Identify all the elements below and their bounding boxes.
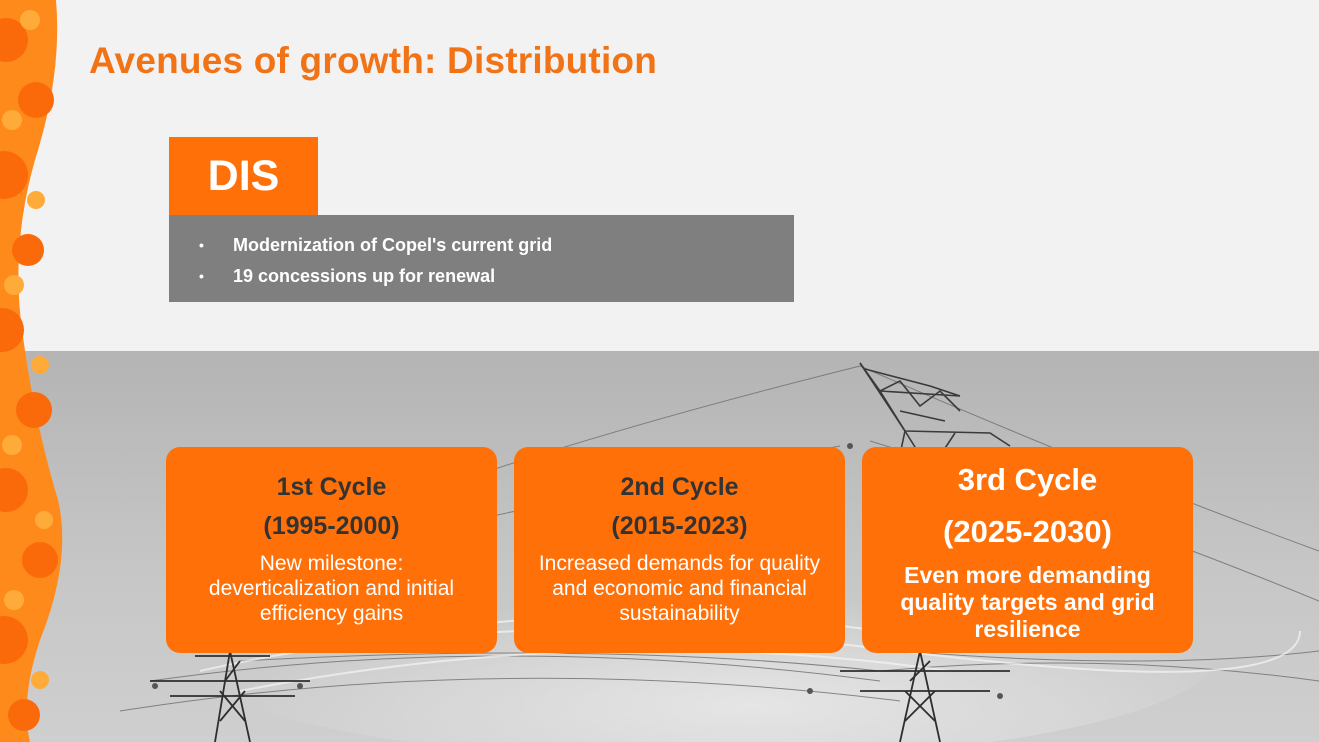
cycle-name: 1st Cycle — [276, 473, 387, 501]
slide-title: Avenues of growth: Distribution — [89, 40, 658, 81]
segment-tab-label: DIS — [207, 151, 280, 200]
cycle-card-2: 2nd Cycle (2015-2023) Increased demands … — [514, 447, 845, 653]
cycle-description: Increased demands for quality and econom… — [538, 552, 821, 625]
segment-tab: DIS — [169, 137, 318, 215]
segment-bullets-box: • Modernization of Copel's current grid … — [169, 215, 794, 302]
cycle-years: (2025-2030) — [943, 514, 1112, 549]
bullet-list: • Modernization of Copel's current grid … — [169, 215, 794, 292]
bullet-text: Modernization of Copel's current grid — [233, 235, 553, 255]
cycle-description: Even more demanding quality targets and … — [900, 562, 1155, 642]
cycle-name: 2nd Cycle — [620, 473, 739, 501]
bullet-marker: • — [199, 268, 204, 284]
orange-wave-decoration — [0, 0, 63, 742]
cycle-card-3: 3rd Cycle (2025-2030) Even more demandin… — [862, 447, 1193, 653]
bullet-marker: • — [199, 237, 204, 253]
bullet-text: 19 concessions up for renewal — [233, 266, 496, 286]
cycle-years: (1995-2000) — [263, 512, 400, 540]
cycle-description: New milestone: deverticalization and ini… — [208, 552, 455, 625]
list-item: • 19 concessions up for renewal — [199, 261, 794, 292]
cycle-years: (2015-2023) — [611, 512, 748, 540]
list-item: • Modernization of Copel's current grid — [199, 230, 794, 261]
cycle-card-1: 1st Cycle (1995-2000) New milestone: dev… — [166, 447, 497, 653]
cycle-name: 3rd Cycle — [957, 462, 1098, 497]
